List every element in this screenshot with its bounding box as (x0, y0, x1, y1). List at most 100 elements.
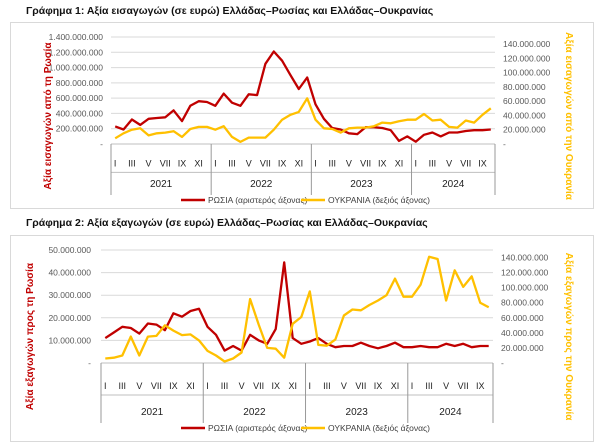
month-label: III (228, 158, 236, 168)
left-axis-tick-label: 30.000.000 (48, 290, 91, 300)
month-label: VII (160, 158, 171, 168)
month-label: I (411, 381, 414, 391)
right-axis-tick-label: - (503, 139, 506, 149)
month-label: IX (169, 381, 178, 391)
russia-series-line (105, 262, 488, 350)
left-axis-tick-label: 200.000.000 (56, 124, 104, 134)
year-label: 2023 (350, 179, 373, 190)
left-axis-tick-label: - (100, 139, 103, 149)
left-axis-tick-label: - (88, 358, 91, 368)
right-axis-tick-label: 60.000.000 (503, 96, 546, 106)
right-axis-tick-label: 120.000.000 (501, 268, 549, 278)
left-axis-title: Αξία εισαγωγών από τη Ρωσία (43, 42, 54, 190)
year-label: 2024 (442, 179, 465, 190)
right-axis-tick-label: 100.000.000 (503, 68, 551, 78)
month-label: XI (295, 158, 304, 168)
month-label: VII (360, 158, 371, 168)
right-axis-title: Αξία εξαγωγών προς την Ουκρανία (563, 253, 574, 422)
month-label: VII (260, 158, 271, 168)
month-label: VII (460, 158, 471, 168)
month-label: IX (178, 158, 187, 168)
month-label: IX (271, 381, 280, 391)
month-label: V (346, 158, 352, 168)
month-label: VII (253, 381, 264, 391)
left-axis-tick-label: 1.000.000.000 (49, 63, 104, 73)
month-label: I (414, 158, 417, 168)
month-label: VII (151, 381, 162, 391)
month-label: I (309, 381, 312, 391)
chart2-frame: - 10.000.000 20.000.000 30.000.000 40.000.00… (10, 235, 594, 442)
right-axis-tick-label: 100.000.000 (501, 283, 549, 293)
month-label: V (146, 158, 152, 168)
chart1-svg: - 200.000.000 400.000.000 600.000.000 800.00… (11, 23, 593, 208)
month-label: I (114, 158, 117, 168)
month-label: V (341, 381, 347, 391)
left-axis-tick-label: 50.000.000 (48, 245, 91, 255)
right-axis-tick-label: 80.000.000 (501, 298, 544, 308)
year-label: 2022 (250, 179, 273, 190)
month-label: VII (458, 381, 469, 391)
month-label: I (206, 381, 209, 391)
left-axis-tick-label: 600.000.000 (56, 93, 104, 103)
year-label: 2023 (346, 407, 369, 418)
left-axis-tick-label: 40.000.000 (48, 268, 91, 278)
legend-label: ΡΩΣΙΑ (αριστερός άξονας) (208, 423, 308, 433)
right-axis-tick-label: 20.000.000 (503, 125, 546, 135)
year-label: 2021 (150, 179, 173, 190)
month-label: IX (378, 158, 387, 168)
month-label: IX (374, 381, 383, 391)
left-axis-tick-label: 1.400.000.000 (49, 32, 104, 42)
right-axis-tick-label: 120.000.000 (503, 53, 551, 63)
month-label: I (104, 381, 107, 391)
month-label: IX (278, 158, 287, 168)
right-axis-tick-label: 40.000.000 (501, 328, 544, 338)
legend-label: ΟΥΚΡΑΝΙΑ (δεξιός άξονας) (328, 195, 430, 205)
chart1-title: Γράφημα 1: Αξία εισαγωγών (σε ευρώ) Ελλά… (26, 5, 433, 17)
year-label: 2021 (141, 407, 164, 418)
chart1-frame: - 200.000.000 400.000.000 600.000.000 800.00… (10, 22, 594, 209)
month-label: XI (194, 158, 203, 168)
right-axis-title: Αξία εισαγωγών από την Ουκρανία (563, 32, 574, 201)
russia-series-line (115, 52, 491, 142)
legend-label: ΡΩΣΙΑ (αριστερός άξονας) (208, 195, 308, 205)
month-label: IX (476, 381, 485, 391)
month-label: V (136, 381, 142, 391)
month-label: III (128, 158, 136, 168)
chart2-svg: - 10.000.000 20.000.000 30.000.000 40.000.00… (11, 236, 593, 441)
left-axis-tick-label: 800.000.000 (56, 78, 104, 88)
year-label: 2024 (439, 407, 462, 418)
month-label: III (429, 158, 437, 168)
right-axis-tick-label: 140.000.000 (503, 39, 551, 49)
right-axis-tick-label: 40.000.000 (503, 110, 546, 120)
ukraine-series-line (115, 98, 491, 142)
month-label: V (446, 158, 452, 168)
month-label: III (425, 381, 433, 391)
right-axis-tick-label: 20.000.000 (501, 343, 544, 353)
month-label: XI (395, 158, 404, 168)
month-label: XI (391, 381, 400, 391)
month-label: XI (186, 381, 195, 391)
month-label: I (314, 158, 317, 168)
right-axis-tick-label: 80.000.000 (503, 82, 546, 92)
month-label: V (443, 381, 449, 391)
right-axis-tick-label: 140.000.000 (501, 253, 549, 263)
month-label: III (119, 381, 127, 391)
left-axis-tick-label: 1.200.000.000 (49, 47, 104, 57)
month-label: VII (355, 381, 366, 391)
month-label: IX (478, 158, 487, 168)
legend-label: ΟΥΚΡΑΝΙΑ (δεξιός άξονας) (328, 423, 430, 433)
left-axis-title: Αξία εξαγωγών προς τη Ρωσία (25, 262, 36, 410)
month-label: III (323, 381, 331, 391)
chart2-title: Γράφημα 2: Αξία εξαγωγών (σε ευρώ) Ελλάδ… (26, 217, 428, 229)
left-axis-tick-label: 10.000.000 (48, 335, 91, 345)
year-label: 2022 (243, 407, 266, 418)
right-axis-tick-label: 60.000.000 (501, 313, 544, 323)
left-axis-tick-label: 400.000.000 (56, 108, 104, 118)
right-axis-tick-label: - (501, 358, 504, 368)
month-label: XI (288, 381, 297, 391)
month-label: V (239, 381, 245, 391)
left-axis-tick-label: 20.000.000 (48, 313, 91, 323)
month-label: III (221, 381, 229, 391)
month-label: V (246, 158, 252, 168)
month-label: I (214, 158, 217, 168)
